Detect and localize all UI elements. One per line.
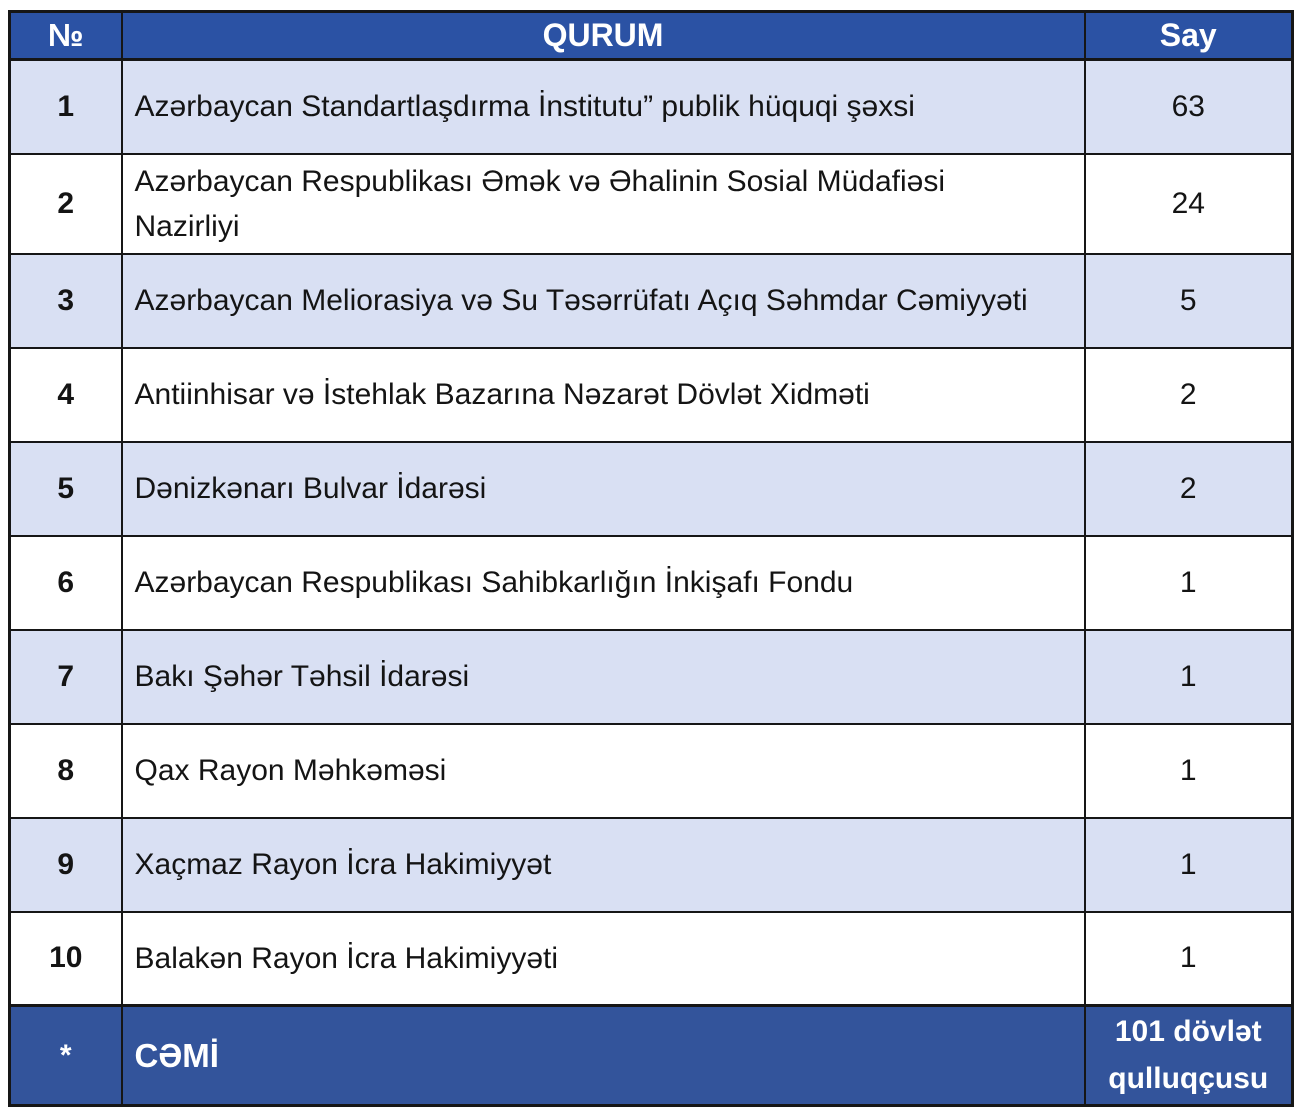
- total-label: CƏMİ: [120, 1004, 1086, 1107]
- qurum-cell: Qax Rayon Məhkəməsi: [120, 722, 1086, 819]
- column-header-no: №: [8, 10, 123, 61]
- table-row: 1 Azərbaycan Standartlaşdırma İnstitutu” …: [8, 58, 1294, 155]
- header-row: № QURUM Say: [8, 10, 1294, 61]
- total-marker: *: [8, 1004, 123, 1107]
- table-row: 2 Azərbaycan Respublikası Əmək və Əhalini…: [8, 152, 1294, 255]
- table-body: 1 Azərbaycan Standartlaşdırma İnstitutu” …: [8, 58, 1294, 1007]
- table-row: 10 Balakən Rayon İcra Hakimiyyəti 1: [8, 910, 1294, 1007]
- say-cell: 1: [1083, 722, 1294, 819]
- row-number-cell: 5: [8, 440, 123, 537]
- row-number-cell: 6: [8, 534, 123, 631]
- total-row: * CƏMİ 101 dövlət qulluqçusu: [8, 1004, 1294, 1107]
- row-number-cell: 4: [8, 346, 123, 443]
- row-number-cell: 1: [8, 58, 123, 155]
- say-cell: 2: [1083, 346, 1294, 443]
- row-number-cell: 2: [8, 152, 123, 255]
- qurum-cell: Azərbaycan Meliorasiya və Su Təsərrüfatı…: [120, 252, 1086, 349]
- row-number-cell: 10: [8, 910, 123, 1007]
- row-number-cell: 9: [8, 816, 123, 913]
- column-header-say: Say: [1083, 10, 1294, 61]
- table-row: 9 Xaçmaz Rayon İcra Hakimiyyət 1: [8, 816, 1294, 913]
- row-number-cell: 7: [8, 628, 123, 725]
- qurum-cell: Azərbaycan Standartlaşdırma İnstitutu” p…: [120, 58, 1086, 155]
- qurum-cell: Azərbaycan Respublikası Sahibkarlığın İn…: [120, 534, 1086, 631]
- say-cell: 5: [1083, 252, 1294, 349]
- qurum-table: № QURUM Say 1 Azərbaycan Standartlaşdırma…: [8, 10, 1294, 1107]
- table-row: 5 Dənizkənarı Bulvar İdarəsi 2: [8, 440, 1294, 537]
- say-cell: 24: [1083, 152, 1294, 255]
- say-cell: 1: [1083, 628, 1294, 725]
- table-row: 6 Azərbaycan Respublikası Sahibkarlığın İ…: [8, 534, 1294, 631]
- qurum-cell: Xaçmaz Rayon İcra Hakimiyyət: [120, 816, 1086, 913]
- table-row: 4 Antiinhisar və İstehlak Bazarına Nəzarə…: [8, 346, 1294, 443]
- say-cell: 63: [1083, 58, 1294, 155]
- table-row: 8 Qax Rayon Məhkəməsi 1: [8, 722, 1294, 819]
- column-header-qurum: QURUM: [120, 10, 1086, 61]
- qurum-cell: Antiinhisar və İstehlak Bazarına Nəzarət…: [120, 346, 1086, 443]
- total-value: 101 dövlət qulluqçusu: [1083, 1004, 1294, 1107]
- say-cell: 1: [1083, 534, 1294, 631]
- table-row: 3 Azərbaycan Meliorasiya və Su Təsərrüfat…: [8, 252, 1294, 349]
- row-number-cell: 3: [8, 252, 123, 349]
- say-cell: 1: [1083, 910, 1294, 1007]
- say-cell: 1: [1083, 816, 1294, 913]
- qurum-cell: Bakı Şəhər Təhsil İdarəsi: [120, 628, 1086, 725]
- qurum-cell: Azərbaycan Respublikası Əmək və Əhalinin…: [120, 152, 1086, 255]
- qurum-cell: Dənizkənarı Bulvar İdarəsi: [120, 440, 1086, 537]
- table-row: 7 Bakı Şəhər Təhsil İdarəsi 1: [8, 628, 1294, 725]
- row-number-cell: 8: [8, 722, 123, 819]
- qurum-cell: Balakən Rayon İcra Hakimiyyəti: [120, 910, 1086, 1007]
- say-cell: 2: [1083, 440, 1294, 537]
